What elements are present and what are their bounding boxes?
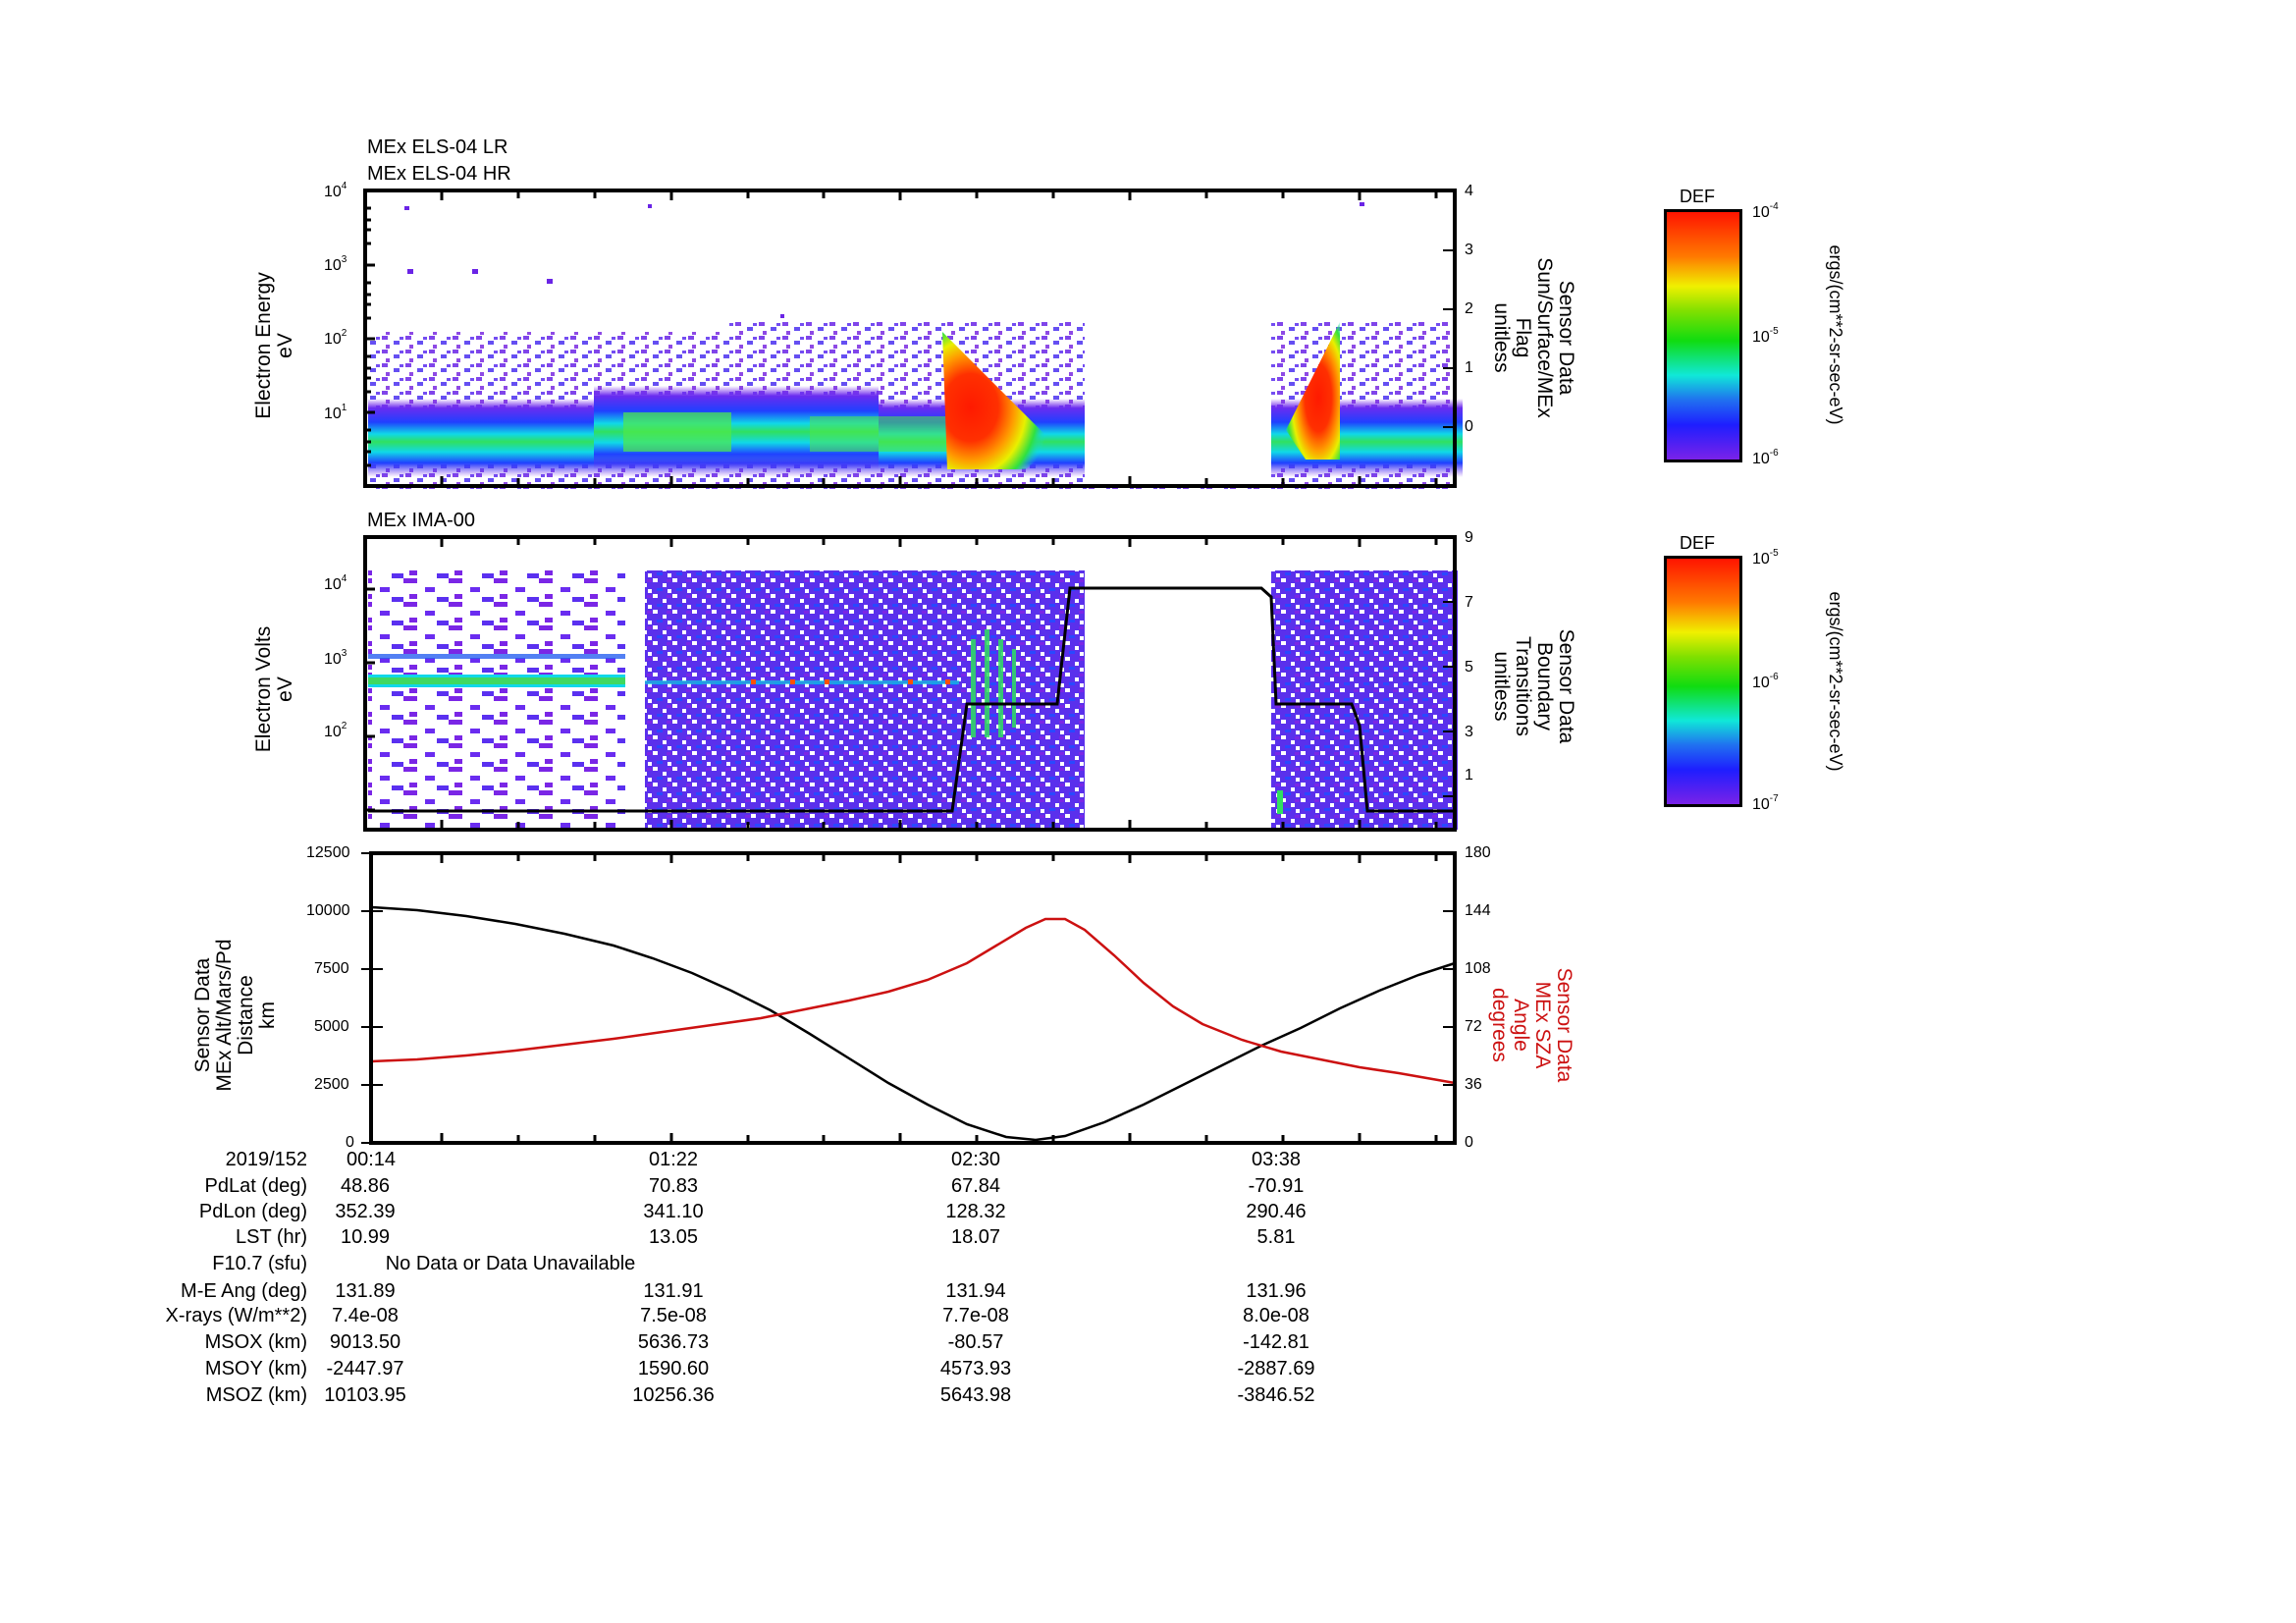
table-row-f107: F10.7 (sfu) No Data or Data Unavailable — [212, 1253, 636, 1274]
table-row-msoy: MSOY (km) -2447.97 1590.60 4573.93 -2887… — [204, 1358, 1315, 1380]
colorbar1-tick-top: 10-4 — [1752, 201, 1779, 221]
colorbar2-tick-bottom: 10-7 — [1752, 793, 1779, 813]
panel2-spectrogram — [363, 535, 1458, 832]
panel2-rtick-5: 5 — [1465, 659, 1473, 676]
panel3-rtick-0: 0 — [1465, 1134, 1473, 1151]
panel3-right-label: Sensor Data MEx SZA Angle degrees — [1488, 967, 1575, 1083]
panel1-rtick-4: 4 — [1465, 183, 1473, 199]
distance-series — [371, 905, 1456, 1142]
panel2-ytick-1e4: 104 — [324, 573, 347, 593]
table-row-msox: MSOX (km) 9013.50 5636.73 -80.57 -142.81 — [204, 1331, 1309, 1353]
colorbar2 — [1664, 556, 1742, 807]
colorbar1-tick-bottom: 10-6 — [1752, 448, 1779, 467]
colorbar1-unit: ergs/(cm**2-sr-sec-eV) — [1826, 244, 1845, 425]
panel2-right-label: Sensor Data Boundary Transitions unitles… — [1490, 628, 1577, 744]
panel2-ylabel: Electron Volts eV — [252, 625, 296, 753]
panel2-title: MEx IMA-00 — [367, 510, 476, 531]
panel3-rtick-72: 72 — [1465, 1018, 1482, 1035]
panel3-ytick-10000: 10000 — [306, 902, 350, 919]
panel3-ytick-2500: 2500 — [314, 1076, 349, 1093]
panel1-spectrogram — [363, 189, 1463, 489]
colorbar1 — [1664, 209, 1742, 462]
panel3-ytick-7500: 7500 — [314, 960, 349, 977]
colorbar2-title: DEF — [1680, 533, 1715, 553]
panel1-title-hr: MEx ELS-04 HR — [367, 163, 511, 185]
colorbar2-tick-top: 10-5 — [1752, 548, 1779, 568]
panel1-title-lr: MEx ELS-04 LR — [367, 136, 508, 158]
panel2-rtick-3: 3 — [1465, 724, 1473, 740]
panel1-rtick-0: 0 — [1465, 418, 1473, 435]
panel3-rtick-180: 180 — [1465, 844, 1491, 861]
table-row-me-ang: M-E Ang (deg) 131.89 131.91 131.94 131.9… — [181, 1280, 1307, 1302]
panel1-ytick-1e4: 104 — [324, 181, 347, 200]
panel3-ytick-5000: 5000 — [314, 1018, 349, 1035]
panel2-rtick-7: 7 — [1465, 594, 1473, 611]
table-row-time: 2019/152 00:14 01:22 02:30 03:38 — [225, 1149, 1302, 1170]
panel3-ytick-12500: 12500 — [306, 844, 350, 861]
panel1-right-label: Sensor Data Sun/Surface/MEx Flag unitles… — [1490, 257, 1577, 418]
panel1-ylabel: Electron Energy eV — [252, 272, 296, 419]
colorbar2-unit: ergs/(cm**2-sr-sec-eV) — [1826, 591, 1845, 772]
colorbar2-tick-mid: 10-6 — [1752, 672, 1779, 691]
panel3-lineplot — [361, 851, 1457, 1145]
table-row-pdlon: PdLon (deg) 352.39 341.10 128.32 290.46 — [198, 1201, 1307, 1222]
colorbar1-title: DEF — [1680, 187, 1715, 206]
panel2-ytick-1e2: 102 — [324, 721, 347, 740]
panel1-ytick-1e2: 102 — [324, 328, 347, 348]
table-row-msoz: MSOZ (km) 10103.95 10256.36 5643.98 -384… — [205, 1384, 1315, 1406]
colorbar1-tick-mid: 10-5 — [1752, 326, 1779, 346]
table-row-pdlat: PdLat (deg) 48.86 70.83 67.84 -70.91 — [204, 1175, 1305, 1197]
panel3-rtick-144: 144 — [1465, 902, 1491, 919]
panel2-rtick-1: 1 — [1465, 767, 1473, 784]
table-row-xrays: X-rays (W/m**2) 7.4e-08 7.5e-08 7.7e-08 … — [165, 1305, 1309, 1326]
panel3-ylabel: Sensor Data MEx Alt/Mars/Pd Distance km — [191, 939, 279, 1092]
table-row-lst: LST (hr) 10.99 13.05 18.07 5.81 — [236, 1226, 1296, 1248]
panel3-rtick-108: 108 — [1465, 960, 1491, 977]
ephemeris-table: 2019/152 00:14 01:22 02:30 03:38 PdLat (… — [0, 1149, 1472, 1434]
panel3-ytick-0: 0 — [346, 1134, 354, 1151]
panel1-ytick-1e1: 101 — [324, 403, 347, 422]
panel1-rtick-1: 1 — [1465, 359, 1473, 376]
panel2-rtick-9: 9 — [1465, 529, 1473, 546]
panel1-rtick-3: 3 — [1465, 242, 1473, 258]
panel3-rtick-36: 36 — [1465, 1076, 1482, 1093]
sza-series — [371, 917, 1456, 1085]
panel2-ytick-1e3: 103 — [324, 648, 347, 668]
panel1-rtick-2: 2 — [1465, 300, 1473, 317]
panel1-ytick-1e3: 103 — [324, 254, 347, 274]
